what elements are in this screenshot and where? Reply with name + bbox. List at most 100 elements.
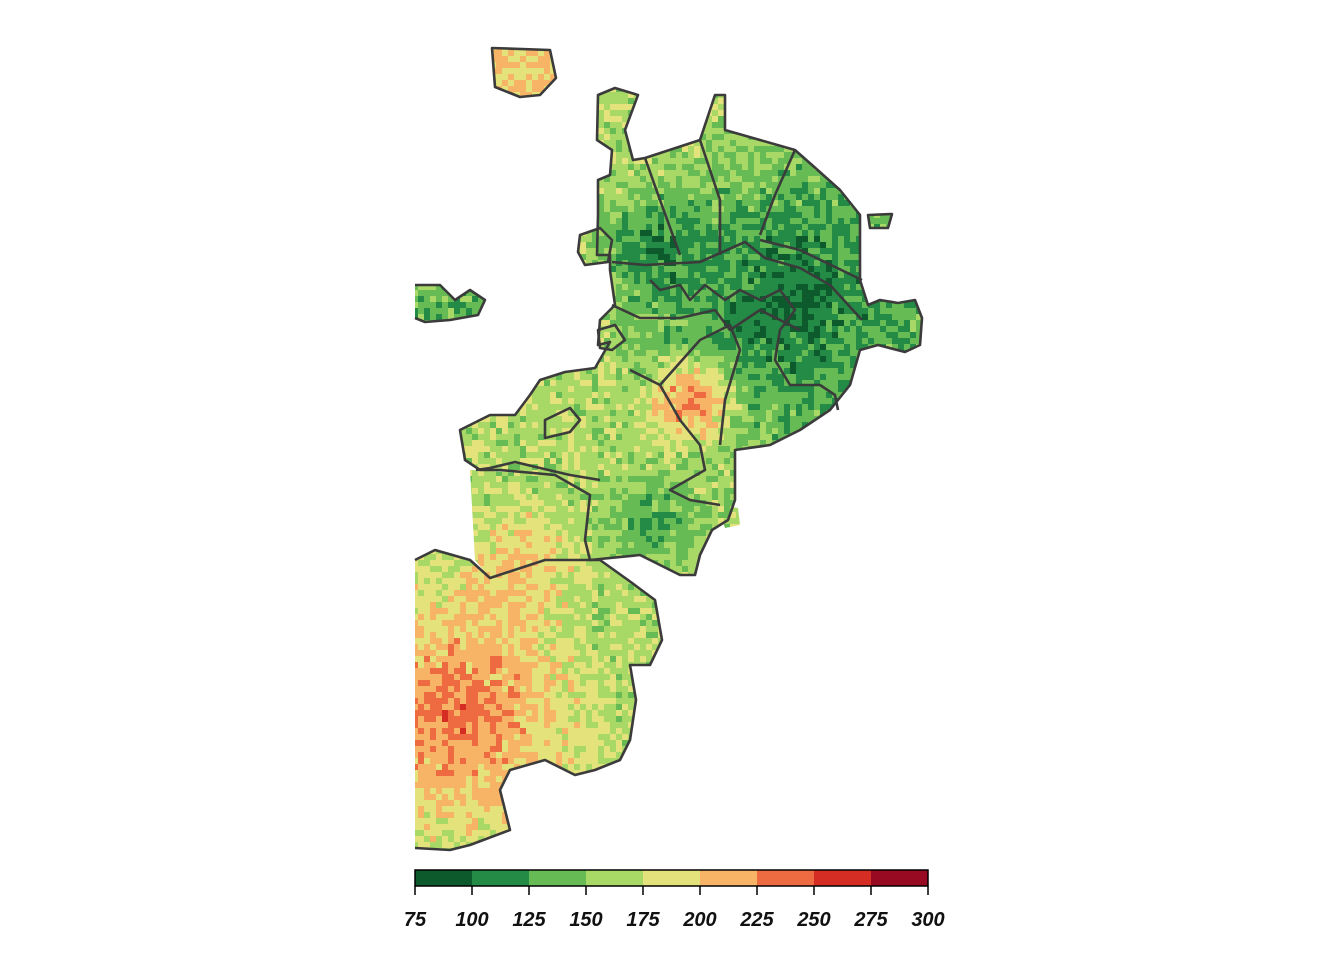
raster-cell <box>682 284 689 291</box>
raster-cell <box>436 116 443 123</box>
raster-cell <box>922 242 928 248</box>
raster-cell <box>874 98 881 105</box>
raster-cell <box>466 362 473 369</box>
raster-cell <box>604 176 611 183</box>
raster-cell <box>832 278 839 285</box>
raster-cell <box>562 146 569 153</box>
raster-cell <box>586 290 593 297</box>
raster-cell <box>616 356 623 363</box>
raster-cell <box>928 356 934 362</box>
raster-cell <box>706 56 713 63</box>
raster-cell <box>742 176 749 183</box>
raster-cell <box>790 200 797 207</box>
raster-cell <box>730 164 737 171</box>
raster-cell <box>556 146 563 153</box>
raster-cell <box>814 290 821 297</box>
raster-cell <box>880 236 887 243</box>
raster-cell <box>922 212 928 218</box>
raster-cell <box>886 254 893 261</box>
raster-cell <box>724 314 731 321</box>
raster-cell <box>772 368 779 375</box>
raster-cell <box>646 206 653 213</box>
raster-cell <box>508 62 515 69</box>
raster-cell <box>898 164 905 171</box>
raster-cell <box>658 194 665 201</box>
raster-cell <box>580 176 587 183</box>
raster-cell <box>790 62 797 69</box>
raster-cell <box>820 194 827 201</box>
raster-cell <box>916 266 922 273</box>
raster-cell <box>862 320 869 327</box>
raster-cell <box>790 260 797 267</box>
raster-cell <box>826 140 833 147</box>
raster-cell <box>520 50 527 57</box>
raster-cell <box>415 122 419 129</box>
raster-cell <box>682 218 689 225</box>
raster-cell <box>466 302 473 309</box>
raster-cell <box>478 170 485 177</box>
raster-cell <box>454 182 461 189</box>
raster-cell <box>706 146 713 153</box>
raster-cell <box>892 164 899 171</box>
raster-cell <box>700 182 707 189</box>
raster-cell <box>820 176 827 183</box>
raster-cell <box>538 356 545 363</box>
raster-cell <box>562 212 569 219</box>
raster-cell <box>850 128 857 135</box>
raster-cell <box>526 104 533 111</box>
raster-cell <box>850 68 857 75</box>
raster-cell <box>898 80 905 87</box>
raster-cell <box>526 56 533 63</box>
raster-cell <box>598 116 605 123</box>
raster-cell <box>526 254 533 261</box>
raster-cell <box>634 368 641 375</box>
raster-cell <box>490 380 497 387</box>
raster-cell <box>556 122 563 129</box>
raster-cell <box>748 110 755 117</box>
raster-cell <box>448 362 455 369</box>
raster-cell <box>886 140 893 147</box>
raster-cell <box>658 236 665 243</box>
raster-cell <box>724 212 731 219</box>
raster-cell <box>880 140 887 147</box>
raster-cell <box>670 92 677 99</box>
raster-cell <box>814 86 821 93</box>
raster-cell <box>922 236 928 242</box>
raster-cell <box>898 48 905 51</box>
raster-cell <box>778 194 785 201</box>
raster-cell <box>892 48 899 51</box>
raster-cell <box>670 320 677 327</box>
raster-cell <box>454 260 461 267</box>
raster-cell <box>604 50 611 57</box>
raster-cell <box>886 80 893 87</box>
raster-cell <box>610 278 617 285</box>
raster-cell <box>742 194 749 201</box>
raster-cell <box>622 272 629 279</box>
raster-cell <box>832 218 839 225</box>
raster-cell <box>910 110 917 117</box>
raster-cell <box>520 212 527 219</box>
raster-cell <box>586 80 593 87</box>
raster-cell <box>718 272 725 279</box>
raster-cell <box>736 278 743 285</box>
raster-cell <box>904 344 911 351</box>
raster-cell <box>466 320 473 327</box>
raster-cell <box>700 176 707 183</box>
raster-cell <box>796 104 803 111</box>
raster-cell <box>766 146 773 153</box>
raster-cell <box>742 218 749 225</box>
raster-cell <box>466 56 473 63</box>
raster-cell <box>484 176 491 183</box>
raster-cell <box>832 200 839 207</box>
raster-cell <box>748 278 755 285</box>
raster-cell <box>844 80 851 87</box>
raster-cell <box>415 212 419 219</box>
raster-cell <box>904 362 911 369</box>
raster-cell <box>814 122 821 129</box>
raster-cell <box>778 110 785 117</box>
raster-cell <box>622 248 629 255</box>
raster-cell <box>436 230 443 237</box>
raster-cell <box>880 338 887 345</box>
raster-cell <box>496 260 503 267</box>
raster-cell <box>736 326 743 333</box>
